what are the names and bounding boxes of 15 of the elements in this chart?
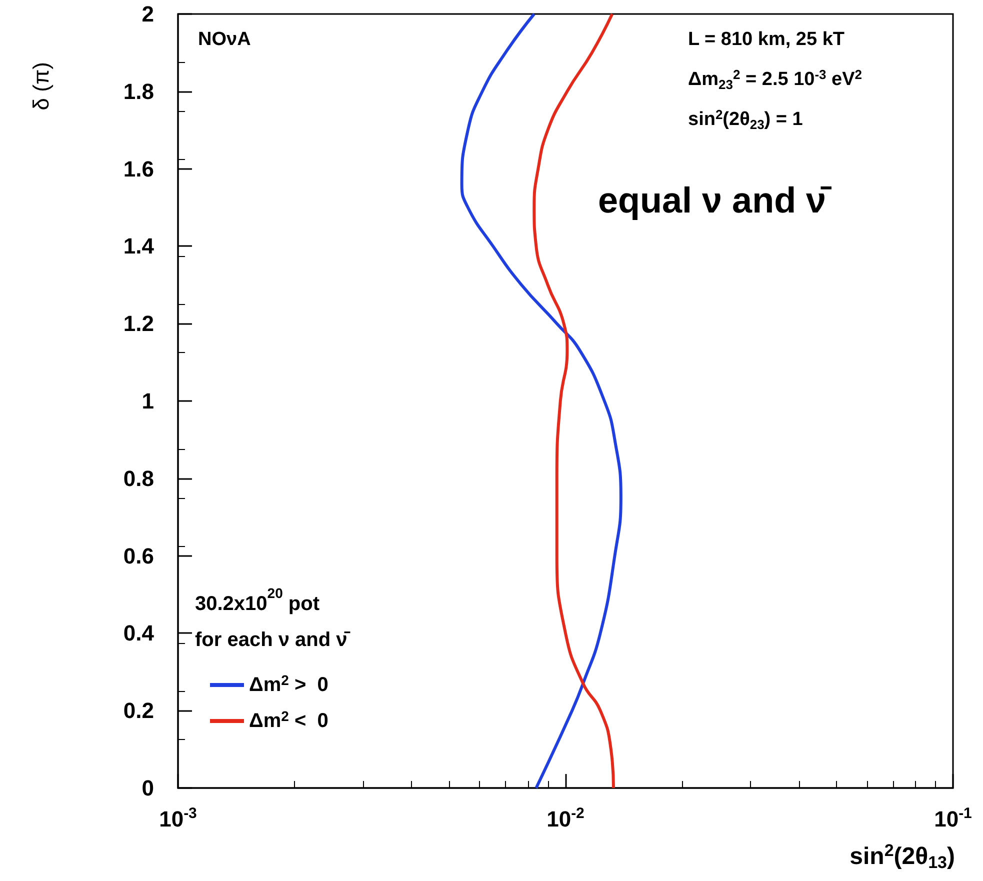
annotation: L = 810 km, 25 kT: [688, 29, 845, 50]
y-tick-label: 1.8: [123, 78, 154, 104]
y-tick-label: 1.6: [123, 156, 154, 182]
y-axis-title: δ (π): [28, 62, 54, 110]
y-tick-label: 1.4: [123, 234, 155, 259]
y-tick-label: 0.2: [123, 698, 154, 724]
annotation: NOνA: [198, 29, 252, 50]
y-tick-label: 0.6: [123, 543, 154, 568]
y-tick-label: 0.4: [123, 620, 155, 646]
y-tick-label: 0.8: [123, 466, 154, 491]
y-tick-label: 1.2: [123, 311, 154, 336]
y-tick-label: 1: [142, 388, 154, 414]
y-tick-label: 0: [142, 776, 154, 800]
y-tick-label: 2: [142, 2, 154, 26]
annotation: equal ν and ν̄: [598, 180, 832, 220]
